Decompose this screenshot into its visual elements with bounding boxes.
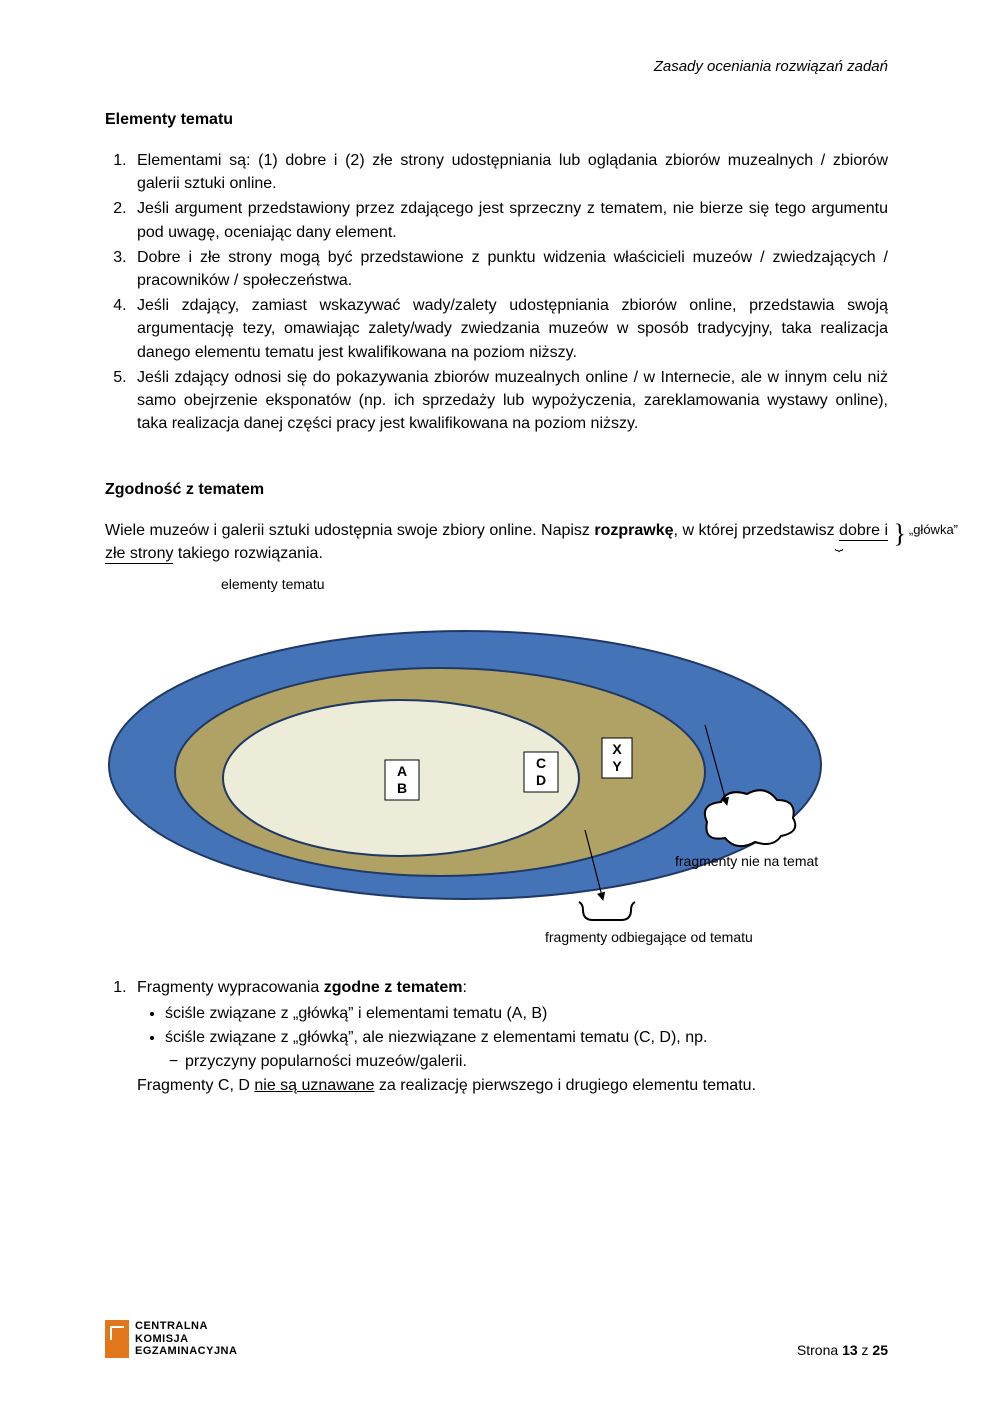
org-line: EGZAMINACYJNA xyxy=(135,1345,237,1358)
svg-text:A: A xyxy=(397,763,407,779)
page-header: Zasady oceniania rozwiązań zadań xyxy=(105,58,888,75)
page-total: 25 xyxy=(872,1342,888,1358)
cke-mark-icon xyxy=(105,1320,129,1358)
frag-pre: Fragmenty C, D xyxy=(137,1077,254,1094)
section3-list: Fragmenty wypracowania zgodne z tematem:… xyxy=(105,976,888,1098)
section1-heading: Elementy tematu xyxy=(105,111,888,129)
topic-text-pre: Wiele muzeów i galerii sztuki udostępnia… xyxy=(105,522,594,539)
frag-intro-post: : xyxy=(462,979,466,996)
document-page: Zasady oceniania rozwiązań zadań Element… xyxy=(0,0,993,1404)
page-footer: CENTRALNA KOMISJA EGZAMINACYJNA Strona 1… xyxy=(105,1320,888,1358)
page-number: Strona 13 z 25 xyxy=(797,1342,888,1358)
diagram-svg: AB CD XYfragmenty nie na temat fragmenty od… xyxy=(105,610,895,950)
svg-text:B: B xyxy=(397,780,407,796)
bullet-text: ściśle związane z „główką”, ale niezwiąz… xyxy=(165,1029,707,1046)
frag-post: za realizację pierwszego i drugiego elem… xyxy=(374,1077,756,1094)
section2-heading: Zgodność z tematem xyxy=(105,481,888,499)
page-pre: Strona xyxy=(797,1342,842,1358)
org-line: KOMISJA xyxy=(135,1333,237,1346)
elementy-label: elementy tematu xyxy=(221,576,888,592)
frag-ul: nie są uznawane xyxy=(254,1077,374,1094)
page-num: 13 xyxy=(842,1342,858,1358)
frag-intro-bold: zgodne z tematem xyxy=(324,979,463,996)
svg-text:Y: Y xyxy=(612,758,622,774)
svg-text:fragmenty nie na temat: fragmenty nie na temat xyxy=(675,853,818,869)
list-item: Elementami są: (1) dobre i (2) złe stron… xyxy=(131,149,888,195)
cke-text: CENTRALNA KOMISJA EGZAMINACYJNA xyxy=(135,1320,237,1358)
list-item: Dobre i złe strony mogą być przedstawion… xyxy=(131,246,888,292)
bullet-item: ściśle związane z „główką” i elementami … xyxy=(165,1002,888,1026)
list-item: Jeśli argument przedstawiony przez zdają… xyxy=(131,197,888,243)
svg-text:C: C xyxy=(536,755,546,771)
page-mid: z xyxy=(858,1342,873,1358)
section1-list: Elementami są: (1) dobre i (2) złe stron… xyxy=(105,149,888,435)
topic-paragraph: Wiele muzeów i galerii sztuki udostępnia… xyxy=(105,519,888,565)
brace-icon: ⏟ xyxy=(835,542,843,548)
cke-logo: CENTRALNA KOMISJA EGZAMINACYJNA xyxy=(105,1320,237,1358)
venn-diagram: AB CD XYfragmenty nie na temat fragmenty od… xyxy=(105,610,888,950)
dash-item: przyczyny popularności muzeów/galerii. xyxy=(185,1050,888,1074)
list-item: Fragmenty wypracowania zgodne z tematem:… xyxy=(131,976,888,1098)
curly-brace-icon: } xyxy=(894,515,906,553)
svg-text:X: X xyxy=(612,741,622,757)
org-line: CENTRALNA xyxy=(135,1320,237,1333)
section3: Fragmenty wypracowania zgodne z tematem:… xyxy=(105,976,888,1098)
list-item: Jeśli zdający, zamiast wskazywać wady/za… xyxy=(131,294,888,364)
svg-text:D: D xyxy=(536,772,546,788)
svg-text:fragmenty odbiegające od temat: fragmenty odbiegające od tematu xyxy=(545,929,753,945)
dash-list: przyczyny popularności muzeów/galerii. xyxy=(165,1050,888,1074)
topic-bold: rozprawkę xyxy=(594,522,673,539)
bullet-list: ściśle związane z „główką” i elementami … xyxy=(137,1002,888,1074)
bullet-item: ściśle związane z „główką”, ale niezwiąz… xyxy=(165,1026,888,1074)
topic-text-mid: , w której przedstawisz xyxy=(674,522,840,539)
glowka-label: „główka” xyxy=(909,521,958,540)
list-item: Jeśli zdający odnosi się do pokazywania … xyxy=(131,366,888,436)
frag-note: Fragmenty C, D nie są uznawane za realiz… xyxy=(137,1074,888,1098)
frag-intro-pre: Fragmenty wypracowania xyxy=(137,979,324,996)
topic-text-post: takiego rozwiązania. xyxy=(173,545,322,562)
